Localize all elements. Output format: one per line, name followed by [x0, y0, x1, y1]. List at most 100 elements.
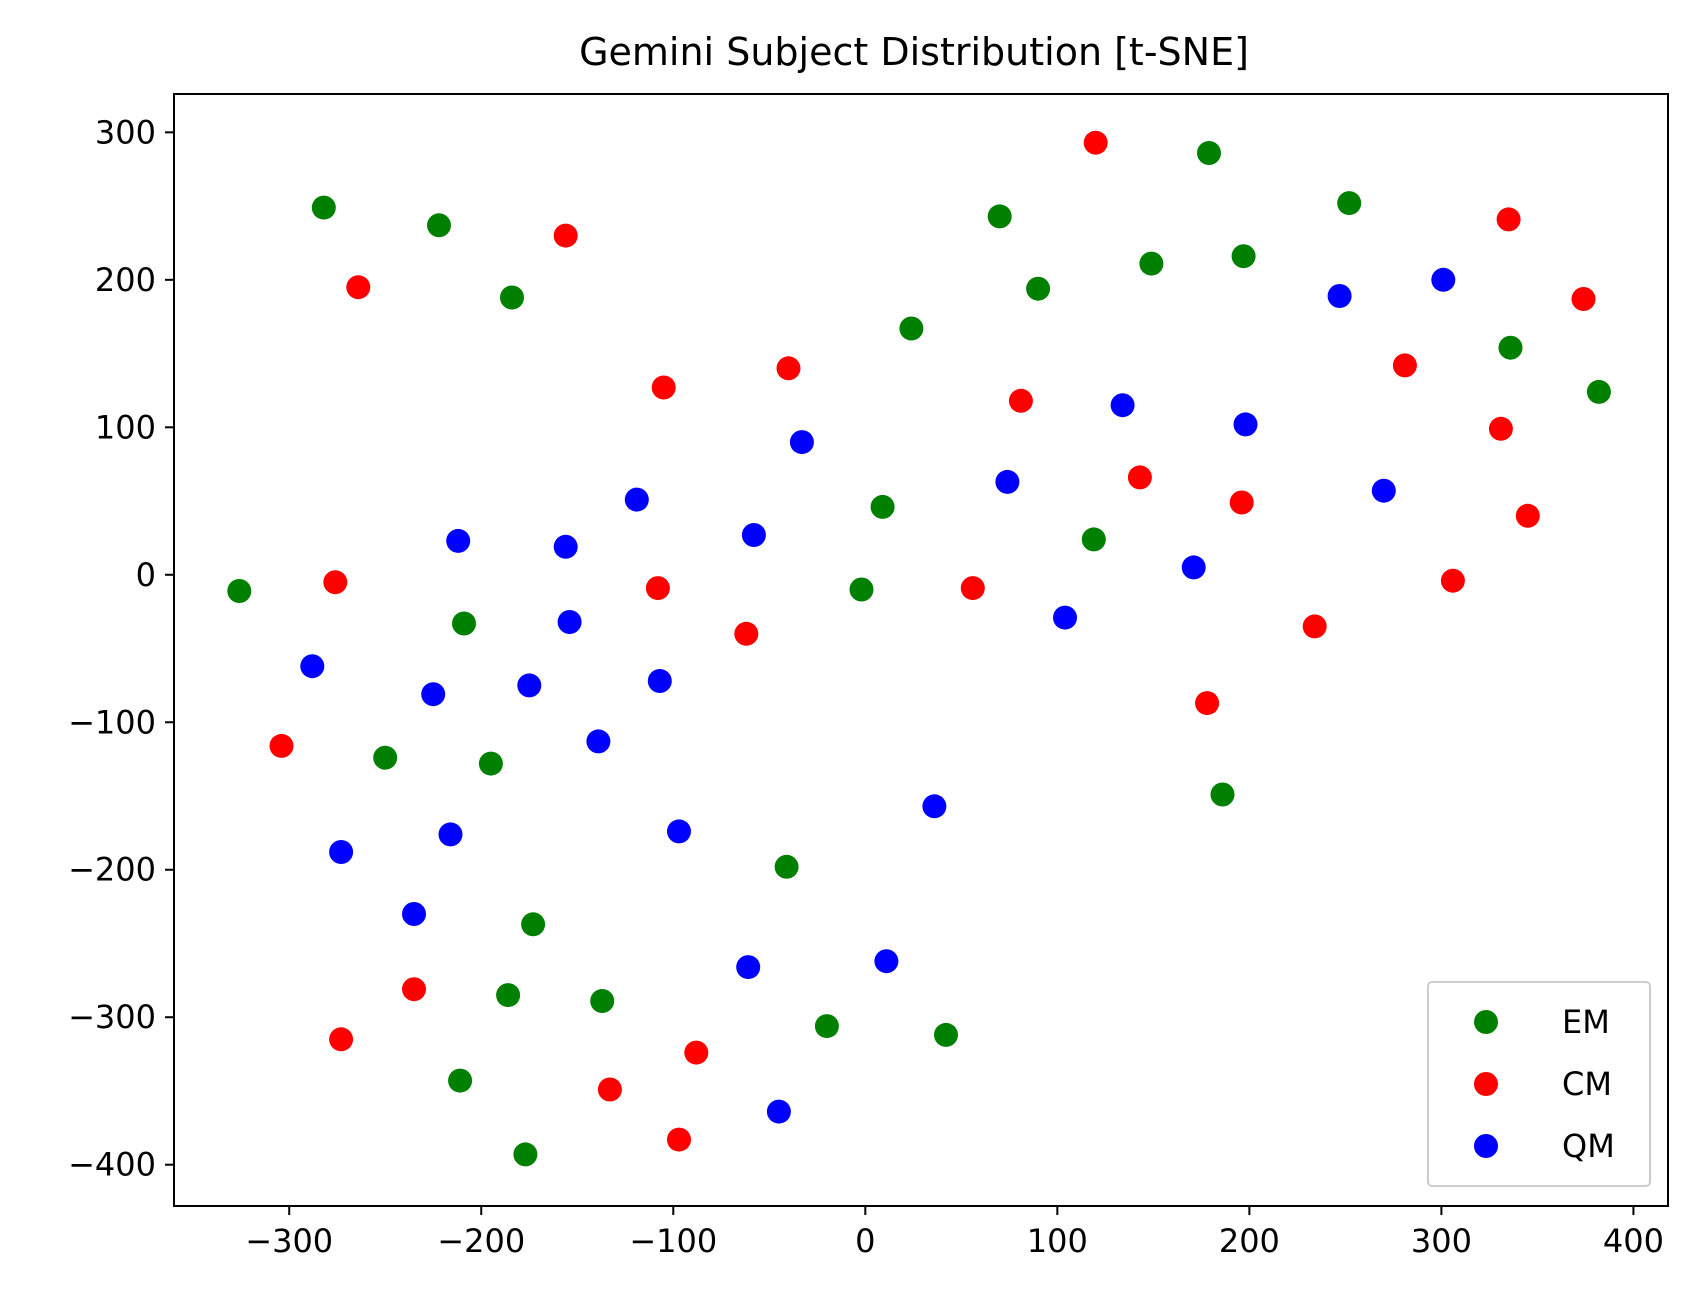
point-em-25: [1210, 782, 1235, 807]
point-cm-9: [329, 1027, 354, 1052]
point-qm-18: [1110, 393, 1135, 418]
point-qm-4: [557, 610, 582, 634]
legend-marker-em: [1474, 1010, 1498, 1034]
x-tick-label: 300: [1411, 1222, 1472, 1260]
point-em-9: [590, 989, 615, 1013]
legend-label-cm: CM: [1562, 1065, 1612, 1103]
point-em-21: [1139, 251, 1164, 276]
point-cm-12: [667, 1127, 691, 1152]
point-cm-21: [1440, 568, 1465, 593]
point-cm-8: [402, 977, 426, 1002]
point-cm-23: [1496, 207, 1521, 232]
point-cm-17: [1229, 490, 1254, 515]
point-cm-4: [323, 570, 348, 595]
x-tick-label: −100: [629, 1222, 717, 1260]
point-cm-22: [1488, 416, 1513, 441]
chart-title: Gemini Subject Distribution [t-SNE]: [579, 30, 1249, 74]
point-em-15: [849, 577, 874, 602]
point-qm-19: [1181, 555, 1206, 580]
series-cm: [269, 130, 1596, 1152]
point-cm-10: [597, 1077, 622, 1102]
x-tick-label: 0: [855, 1222, 875, 1260]
point-qm-24: [329, 840, 354, 864]
legend: EM CM QM: [1427, 981, 1651, 1187]
legend-label-qm: QM: [1562, 1127, 1615, 1165]
point-qm-9: [667, 819, 691, 844]
x-tick-label: −200: [437, 1222, 525, 1260]
y-tick-label: −400: [68, 1146, 156, 1184]
point-qm-5: [517, 673, 542, 698]
point-cm-3: [776, 356, 801, 381]
x-tick-label: 200: [1219, 1222, 1280, 1260]
point-em-14: [934, 1022, 958, 1047]
point-cm-11: [684, 1040, 709, 1065]
point-em-24: [1337, 191, 1362, 216]
axes-frame: [173, 93, 1669, 1207]
point-cm-2: [651, 375, 676, 400]
point-cm-25: [1571, 287, 1596, 311]
x-tick-label: −300: [245, 1222, 333, 1260]
point-cm-24: [1515, 503, 1540, 528]
point-qm-20: [1233, 412, 1258, 437]
point-em-5: [373, 745, 398, 770]
point-em-18: [987, 204, 1012, 229]
legend-label-em: EM: [1562, 1003, 1610, 1041]
point-cm-16: [1127, 465, 1152, 490]
point-qm-2: [421, 682, 446, 707]
point-qm-23: [1431, 267, 1456, 292]
point-qm-8: [647, 669, 672, 693]
legend-marker-qm: [1474, 1134, 1498, 1158]
point-qm-25: [438, 822, 463, 847]
point-em-26: [1498, 335, 1523, 360]
point-qm-17: [1053, 605, 1077, 630]
point-em-23: [1231, 244, 1256, 269]
point-qm-22: [1371, 478, 1396, 503]
point-em-3: [227, 579, 252, 603]
point-em-4: [452, 611, 476, 636]
axes: −300 −200 −100 0 100 200 300 400 −400 −300 −200 −10…: [68, 93, 1669, 1260]
y-tick-label: −200: [68, 851, 156, 889]
point-em-17: [899, 316, 924, 341]
point-qm-3: [553, 534, 578, 559]
point-em-11: [513, 1142, 538, 1167]
point-cm-20: [1392, 353, 1417, 378]
point-qm-14: [874, 949, 899, 974]
series-qm: [300, 267, 1456, 1124]
point-qm-16: [995, 469, 1020, 494]
point-qm-26: [402, 902, 426, 926]
point-qm-21: [1327, 284, 1352, 308]
point-em-13: [814, 1014, 839, 1039]
legend-marker-cm: [1474, 1072, 1498, 1096]
point-em-6: [478, 751, 503, 776]
y-tick-label: 200: [95, 261, 156, 299]
point-cm-7: [734, 621, 759, 646]
y-tick-label: −300: [68, 998, 156, 1036]
point-cm-19: [1302, 614, 1327, 639]
point-qm-6: [586, 729, 611, 754]
point-em-2: [500, 285, 524, 310]
y-tick-label: −100: [68, 703, 156, 741]
point-em-0: [311, 195, 336, 220]
point-cm-0: [346, 275, 371, 300]
point-qm-11: [789, 430, 814, 455]
point-em-1: [427, 213, 451, 238]
y-tick-label: 100: [95, 408, 156, 446]
point-em-22: [1197, 141, 1221, 165]
point-qm-0: [300, 654, 325, 679]
x-tick-label: 100: [1027, 1222, 1088, 1260]
point-qm-13: [766, 1099, 791, 1124]
point-em-19: [1026, 276, 1051, 301]
series-em: [227, 141, 1611, 1167]
legend-box: [1427, 981, 1651, 1187]
y-tick-label: 300: [95, 113, 156, 151]
point-qm-1: [446, 528, 471, 553]
point-em-16: [870, 494, 895, 519]
point-em-10: [448, 1068, 473, 1093]
point-qm-7: [624, 487, 649, 512]
point-em-7: [521, 912, 546, 937]
point-cm-18: [1195, 691, 1220, 716]
point-em-27: [1586, 379, 1611, 404]
point-qm-10: [741, 523, 766, 547]
point-cm-6: [645, 576, 670, 601]
